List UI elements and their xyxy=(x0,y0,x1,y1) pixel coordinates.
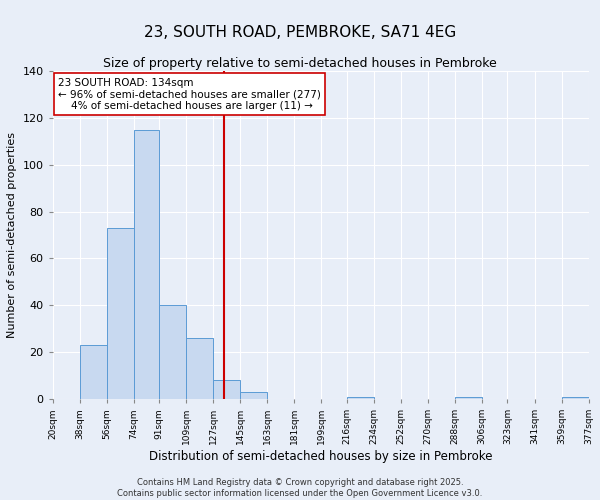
Bar xyxy=(186,338,213,399)
Text: Size of property relative to semi-detached houses in Pembroke: Size of property relative to semi-detach… xyxy=(103,58,497,70)
Text: 23 SOUTH ROAD: 134sqm
← 96% of semi-detached houses are smaller (277)
    4% of : 23 SOUTH ROAD: 134sqm ← 96% of semi-deta… xyxy=(58,78,321,110)
Bar xyxy=(562,397,589,399)
Bar xyxy=(213,380,240,399)
Bar xyxy=(134,130,159,399)
Bar xyxy=(240,392,268,399)
Text: Contains HM Land Registry data © Crown copyright and database right 2025.
Contai: Contains HM Land Registry data © Crown c… xyxy=(118,478,482,498)
Y-axis label: Number of semi-detached properties: Number of semi-detached properties xyxy=(7,132,17,338)
Bar xyxy=(159,306,186,399)
Bar xyxy=(347,397,374,399)
Text: 23, SOUTH ROAD, PEMBROKE, SA71 4EG: 23, SOUTH ROAD, PEMBROKE, SA71 4EG xyxy=(144,25,456,40)
X-axis label: Distribution of semi-detached houses by size in Pembroke: Distribution of semi-detached houses by … xyxy=(149,450,493,463)
Bar xyxy=(107,228,134,399)
Bar xyxy=(455,397,482,399)
Bar xyxy=(80,345,107,399)
